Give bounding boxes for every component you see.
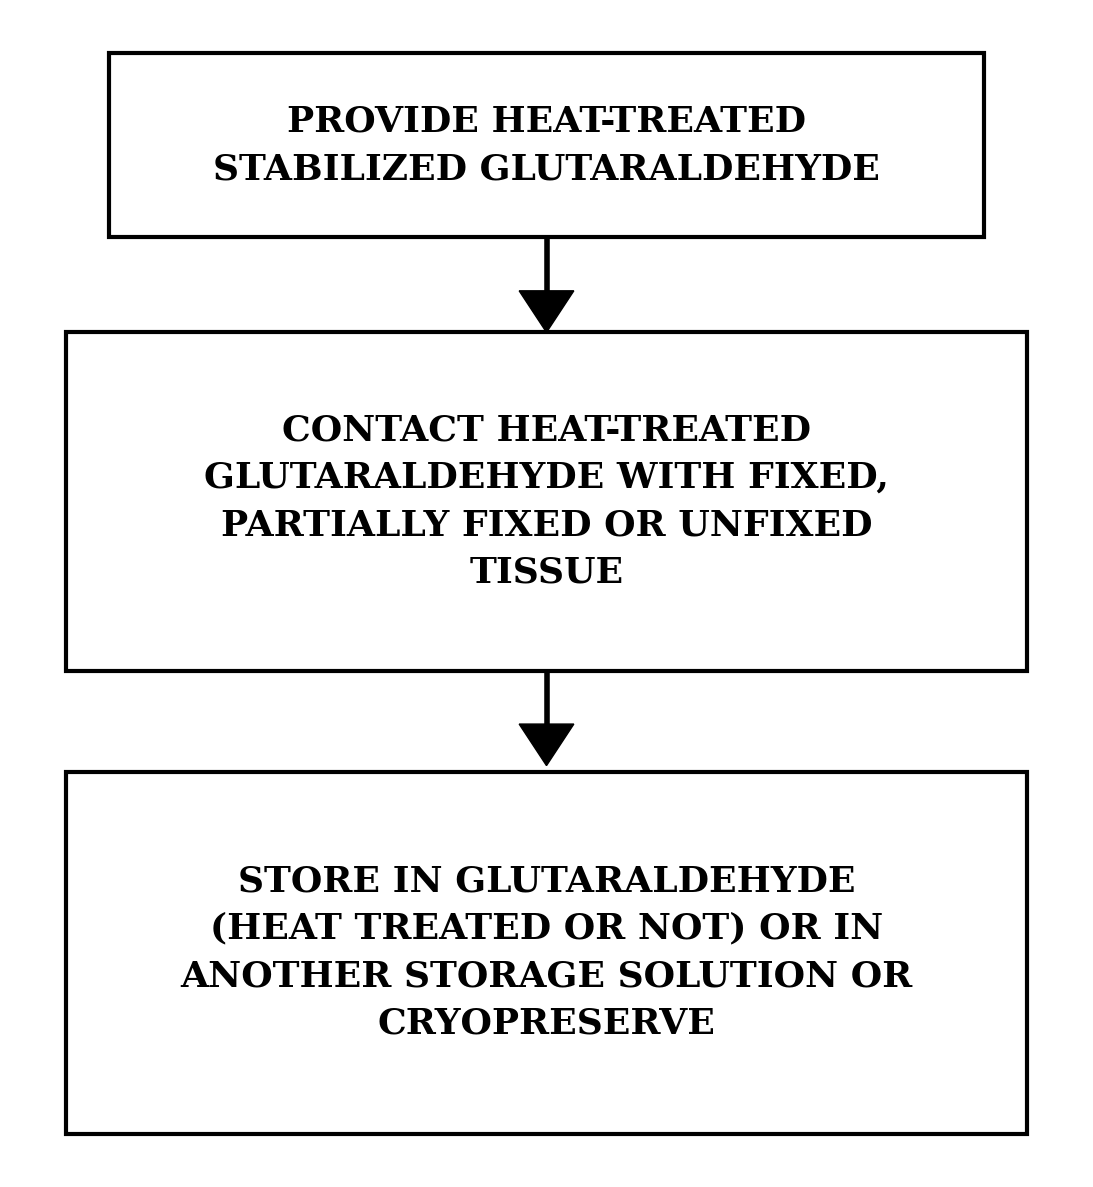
Text: CONTACT HEAT-TREATED
GLUTARALDEHYDE WITH FIXED,
PARTIALLY FIXED OR UNFIXED
TISSU: CONTACT HEAT-TREATED GLUTARALDEHYDE WITH… [204, 413, 889, 590]
FancyBboxPatch shape [66, 332, 1027, 671]
FancyArrow shape [519, 291, 574, 332]
Text: STORE IN GLUTARALDEHYDE
(HEAT TREATED OR NOT) OR IN
ANOTHER STORAGE SOLUTION OR
: STORE IN GLUTARALDEHYDE (HEAT TREATED OR… [180, 864, 913, 1041]
FancyArrow shape [519, 724, 574, 766]
FancyBboxPatch shape [66, 772, 1027, 1134]
FancyBboxPatch shape [109, 53, 984, 237]
Text: PROVIDE HEAT-TREATED
STABILIZED GLUTARALDEHYDE: PROVIDE HEAT-TREATED STABILIZED GLUTARAL… [213, 104, 880, 186]
